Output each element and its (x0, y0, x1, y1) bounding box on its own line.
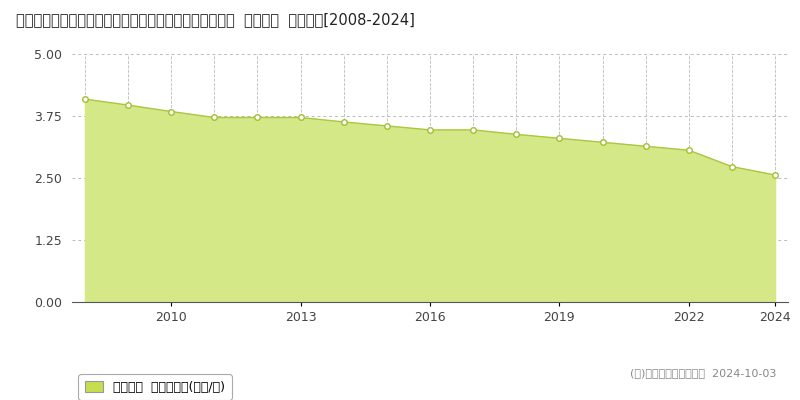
Legend: 基準地価  平均坂単価(万円/坂): 基準地価 平均坂単価(万円/坂) (78, 374, 231, 400)
Text: (Ｃ)土地価格ドットコム  2024-10-03: (Ｃ)土地価格ドットコム 2024-10-03 (630, 368, 776, 378)
Text: 佐賀県佐賀市川副町大字大託間字二本松八角４９９番５  基準地価  地価推移[2008-2024]: 佐賀県佐賀市川副町大字大託間字二本松八角４９９番５ 基準地価 地価推移[2008… (16, 12, 415, 27)
